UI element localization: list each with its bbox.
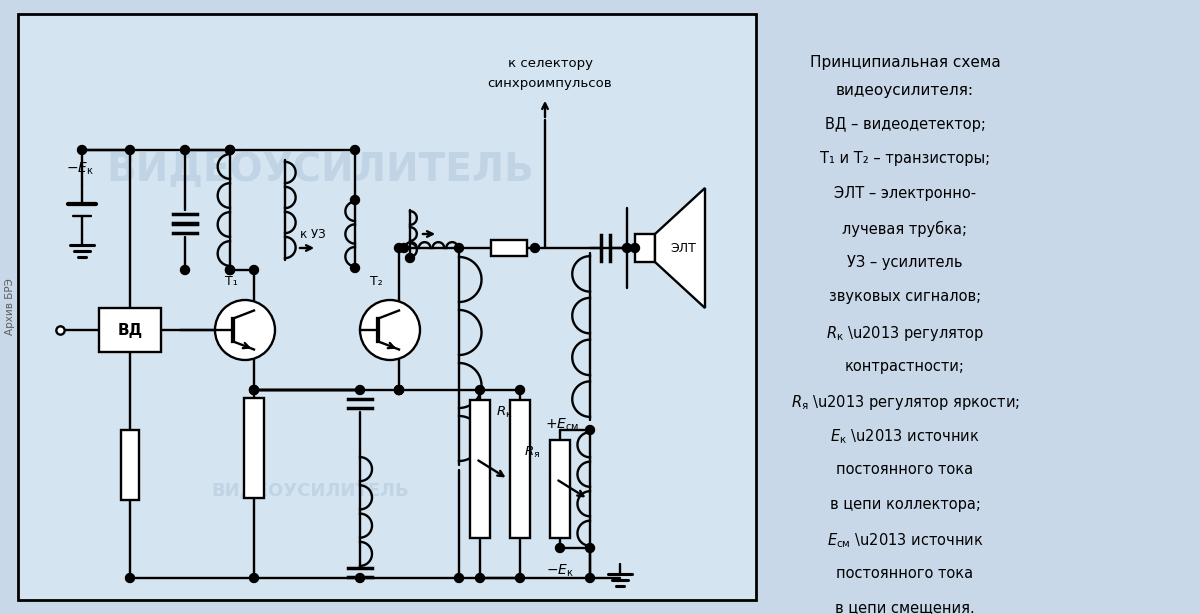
Circle shape (250, 386, 258, 395)
Bar (244, 398, 264, 498)
Circle shape (250, 265, 258, 274)
Circle shape (78, 146, 86, 155)
Circle shape (180, 265, 190, 274)
Bar (18, 14, 756, 600)
Circle shape (226, 265, 234, 274)
Text: $+E_\mathrm{см}$: $+E_\mathrm{см}$ (545, 417, 580, 433)
Circle shape (586, 426, 594, 435)
Text: ВД – видеодетектор;: ВД – видеодетектор; (824, 117, 985, 132)
Text: $R_\mathrm{к}$ \u2013 регулятор: $R_\mathrm{к}$ \u2013 регулятор (826, 324, 984, 343)
Bar (635, 234, 655, 262)
Text: $-E_\mathrm{к}$: $-E_\mathrm{к}$ (66, 161, 94, 177)
Circle shape (475, 386, 485, 395)
Circle shape (395, 386, 403, 395)
Circle shape (355, 386, 365, 395)
Circle shape (586, 543, 594, 553)
Circle shape (250, 573, 258, 583)
Circle shape (530, 244, 540, 252)
Circle shape (406, 254, 414, 263)
Circle shape (516, 573, 524, 583)
Circle shape (395, 244, 403, 252)
Bar (470, 400, 490, 538)
Circle shape (226, 146, 234, 155)
Text: постоянного тока: постоянного тока (836, 565, 973, 580)
Circle shape (623, 244, 631, 252)
Text: Т₂: Т₂ (370, 275, 383, 288)
Bar (121, 430, 139, 500)
Circle shape (350, 146, 360, 155)
Text: синхроимпульсов: синхроимпульсов (487, 77, 612, 90)
Circle shape (126, 573, 134, 583)
Text: ВИДЕОУСИЛИТЕЛЬ: ВИДЕОУСИЛИТЕЛЬ (211, 481, 409, 499)
Circle shape (475, 573, 485, 583)
Text: УЗ – усилитель: УЗ – усилитель (847, 255, 962, 270)
Text: ВД: ВД (118, 322, 143, 338)
Text: Т₁: Т₁ (224, 275, 238, 288)
Text: в цепи смещения.: в цепи смещения. (835, 600, 974, 614)
Text: постоянного тока: постоянного тока (836, 462, 973, 477)
Circle shape (126, 146, 134, 155)
Circle shape (455, 573, 463, 583)
Bar (550, 440, 570, 538)
Text: ЭЛТ: ЭЛТ (670, 241, 696, 254)
Circle shape (226, 265, 234, 274)
Polygon shape (655, 188, 706, 308)
Circle shape (350, 195, 360, 204)
Circle shape (586, 573, 594, 583)
Bar (491, 240, 527, 256)
Text: в цепи коллектора;: в цепи коллектора; (829, 497, 980, 511)
Text: $-E_\mathrm{к}$: $-E_\mathrm{к}$ (546, 563, 574, 580)
Text: ЭЛТ – электронно-: ЭЛТ – электронно- (834, 186, 976, 201)
Circle shape (250, 386, 258, 395)
Text: $R_\mathrm{к}$: $R_\mathrm{к}$ (496, 405, 512, 420)
Circle shape (355, 573, 365, 583)
Text: лучевая трубка;: лучевая трубка; (842, 220, 967, 236)
Text: Архив БРЭ: Архив БРЭ (5, 279, 16, 335)
Circle shape (556, 543, 564, 553)
Circle shape (350, 263, 360, 273)
Text: Т₁ и Т₂ – транзисторы;: Т₁ и Т₂ – транзисторы; (820, 152, 990, 166)
Text: к УЗ: к УЗ (300, 228, 325, 241)
Circle shape (395, 386, 403, 395)
Text: $E_\mathrm{к}$ \u2013 источник: $E_\mathrm{к}$ \u2013 источник (830, 427, 980, 446)
Text: ВИДЕОУСИЛИТЕЛЬ: ВИДЕОУСИЛИТЕЛЬ (106, 151, 534, 189)
Text: видеоусилителя:: видеоусилителя: (836, 83, 974, 98)
Circle shape (630, 244, 640, 252)
Bar (98, 308, 161, 352)
Text: $E_\mathrm{см}$ \u2013 источник: $E_\mathrm{см}$ \u2013 источник (827, 531, 984, 550)
Text: $R_\mathrm{я}$: $R_\mathrm{я}$ (524, 445, 540, 460)
Bar (640, 240, 671, 256)
Circle shape (360, 300, 420, 360)
Circle shape (180, 146, 190, 155)
Circle shape (400, 244, 408, 252)
Text: контрастности;: контрастности; (845, 359, 965, 373)
Text: к селектору: к селектору (508, 57, 593, 70)
Circle shape (226, 146, 234, 155)
Text: $R_\mathrm{я}$ \u2013 регулятор яркости;: $R_\mathrm{я}$ \u2013 регулятор яркости; (791, 393, 1020, 412)
Circle shape (455, 244, 463, 252)
Text: звуковых сигналов;: звуковых сигналов; (829, 289, 982, 305)
Circle shape (215, 300, 275, 360)
Text: Принципиальная схема: Принципиальная схема (810, 55, 1001, 70)
Circle shape (516, 386, 524, 395)
Circle shape (395, 386, 403, 395)
Bar (510, 400, 530, 538)
